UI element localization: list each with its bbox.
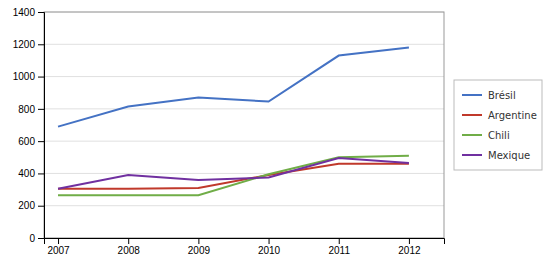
series-line: [58, 156, 409, 196]
x-axis: 2007 2008 2009 2010 2011 2012: [45, 238, 445, 256]
tick-mark: [38, 12, 44, 13]
legend-label: Argentine: [488, 110, 537, 121]
legend-entry: Mexique: [462, 150, 530, 161]
legend-swatch: [462, 154, 482, 156]
grid-line: [44, 108, 444, 109]
tick-label: 2011: [328, 245, 350, 256]
tick-label: 1400: [13, 7, 36, 18]
tick: 400: [18, 168, 44, 179]
legend-swatch: [462, 134, 482, 136]
legend-entry: Brésil: [462, 90, 516, 101]
tick-mark: [58, 238, 59, 244]
tick-mark: [198, 238, 199, 244]
plot: 2007 2008 2009 2010 2011 2012 0 200 400 600 800 100…: [13, 7, 445, 256]
tick: 2010: [258, 238, 281, 256]
tick: 2011: [328, 238, 350, 256]
legend-label: Mexique: [488, 150, 530, 161]
axis-line: [45, 239, 445, 245]
grid-line: [44, 141, 444, 142]
tick-label: 800: [18, 104, 35, 115]
tick: 1200: [13, 39, 44, 50]
tick-mark: [38, 44, 44, 45]
tick-label: 200: [18, 200, 35, 211]
tick: 800: [18, 104, 44, 115]
legend-frame: [454, 80, 542, 170]
lines: [58, 48, 409, 196]
series-line: [58, 158, 409, 189]
tick-label: 2010: [258, 245, 281, 256]
grid-line: [44, 205, 444, 206]
tick-label: 2009: [188, 245, 211, 256]
tick: 600: [18, 136, 44, 147]
tick-mark: [38, 141, 44, 142]
tick-label: 1200: [13, 39, 36, 50]
tick-mark: [409, 238, 410, 244]
tick-label: 2007: [47, 245, 70, 256]
tick-label: 2008: [118, 245, 141, 256]
legend-swatch: [462, 114, 482, 116]
grid-line: [44, 44, 444, 45]
grid-line: [44, 173, 444, 174]
tick: 2008: [118, 238, 141, 256]
chart-container: 2007 2008 2009 2010 2011 2012 0 200 400 600 800 100…: [0, 0, 548, 264]
tick: 2012: [398, 238, 421, 256]
tick: 1000: [13, 71, 44, 82]
chart: 2007 2008 2009 2010 2011 2012 0 200 400 600 800 100…: [0, 0, 548, 264]
tick-mark: [38, 206, 44, 207]
tick-label: 2012: [398, 245, 421, 256]
tick-label: 0: [29, 233, 35, 244]
tick-label: 1000: [13, 71, 36, 82]
y-axis: 0 200 400 600 800 1000 1200 1400: [13, 7, 45, 244]
legend-label: Chili: [488, 130, 510, 141]
tick: 200: [18, 200, 44, 211]
tick: 2007: [47, 238, 70, 256]
tick-mark: [38, 109, 44, 110]
tick-mark: [128, 238, 129, 244]
tick: 0: [29, 233, 44, 244]
tick-mark: [38, 238, 44, 239]
tick-label: 600: [18, 136, 35, 147]
grid-line: [44, 76, 444, 77]
tick-mark: [339, 238, 340, 244]
tick: 2009: [188, 238, 211, 256]
tick-label: 400: [18, 168, 35, 179]
legend-entry: Argentine: [462, 110, 537, 121]
tick: 1400: [13, 7, 44, 18]
legend-label: Brésil: [488, 90, 516, 101]
tick-mark: [38, 173, 44, 174]
tick-mark: [269, 238, 270, 244]
y-grid: [44, 12, 444, 238]
axis-line: [38, 13, 45, 239]
legend-entry: Chili: [462, 130, 510, 141]
plot-frame: [44, 12, 444, 238]
legend: Brésil Argentine Chili Mexique: [454, 80, 542, 170]
series-line: [58, 48, 409, 127]
legend-swatch: [462, 94, 482, 96]
tick-mark: [38, 77, 44, 78]
